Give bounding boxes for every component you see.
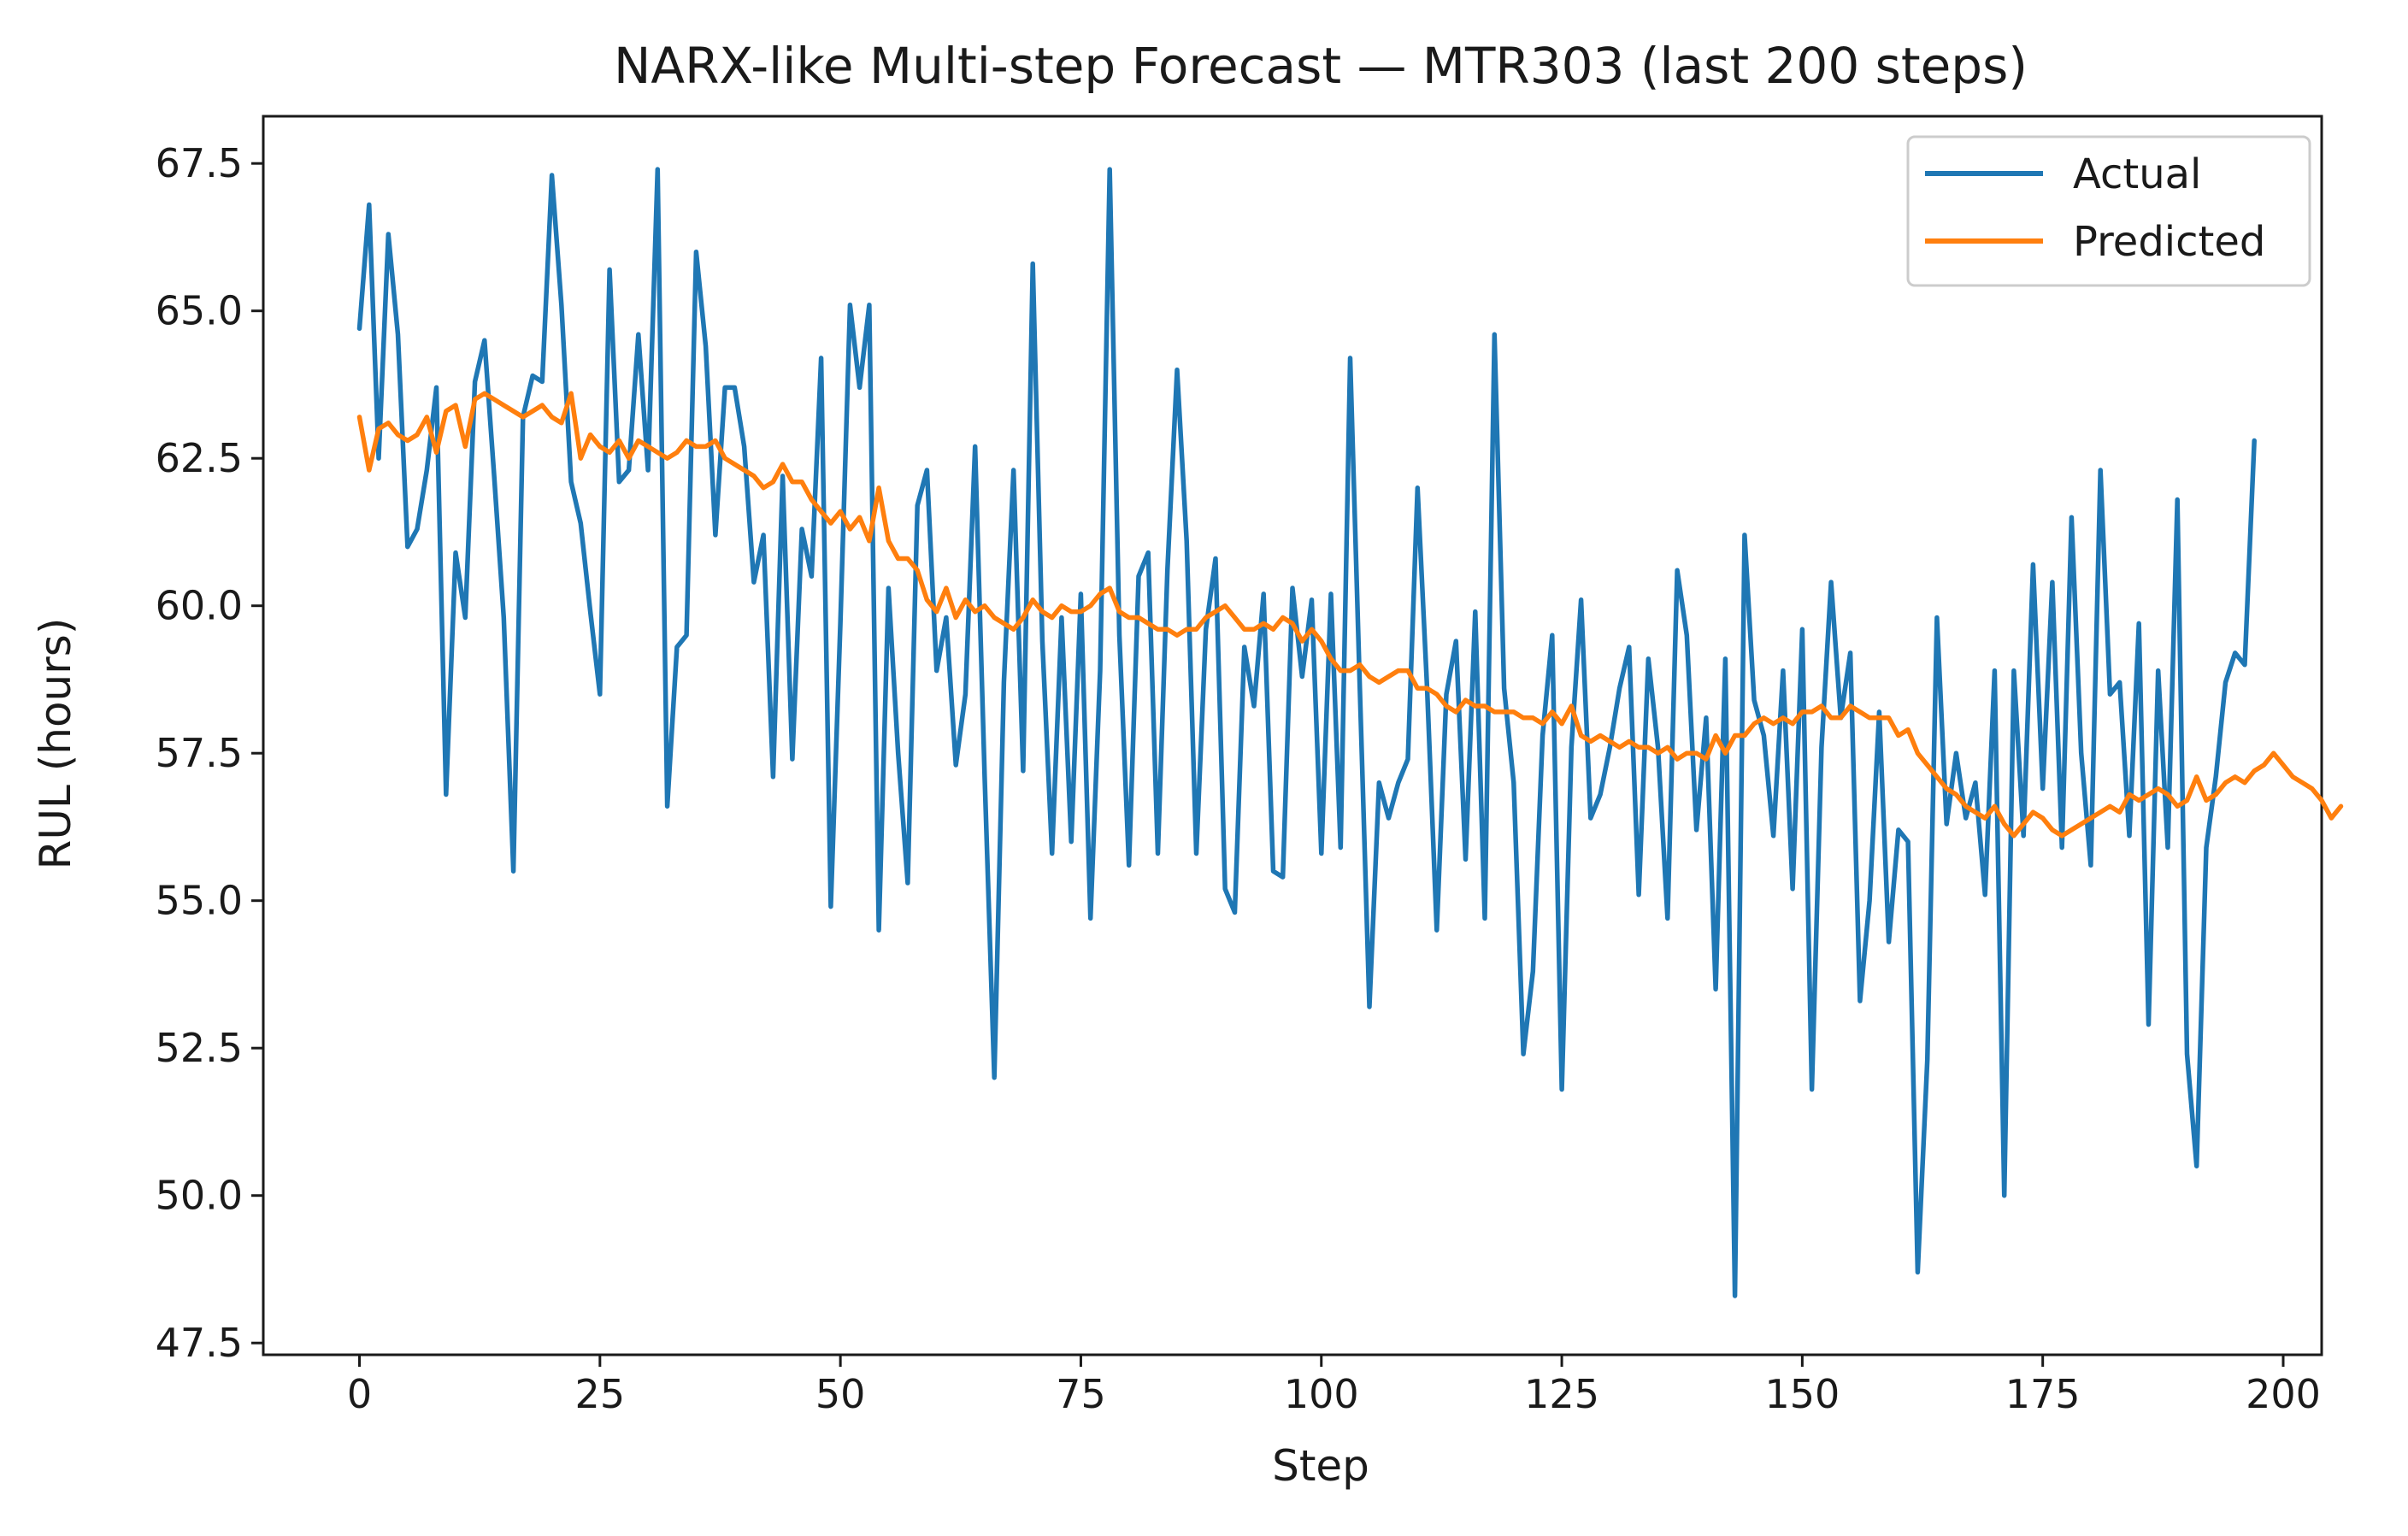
x-tick-label: 50 (815, 1371, 866, 1417)
y-axis-label: RUL (hours) (31, 618, 80, 870)
y-tick-label: 67.5 (156, 140, 243, 186)
y-tick-label: 55.0 (156, 878, 243, 924)
x-tick-label: 150 (1764, 1371, 1840, 1417)
y-tick-label: 65.0 (156, 288, 243, 334)
x-tick-label: 175 (2005, 1371, 2081, 1417)
x-axis: 0 25 50 75 100 125 150 175 200 (347, 1355, 2321, 1417)
y-tick-label: 47.5 (156, 1320, 243, 1366)
y-tick-label: 57.5 (156, 730, 243, 776)
x-tick-label: 0 (347, 1371, 372, 1417)
chart-title: NARX-like Multi-step Forecast — MTR303 (… (614, 37, 2028, 95)
x-tick-label: 75 (1056, 1371, 1106, 1417)
x-axis-label: Step (1272, 1441, 1369, 1491)
x-tick-label: 125 (1524, 1371, 1599, 1417)
x-tick-label: 100 (1284, 1371, 1359, 1417)
y-axis: 47.5 50.0 52.5 55.0 57.5 60.0 62.5 65.0 67.5 (156, 140, 263, 1366)
legend-label-predicted: Predicted (2073, 218, 2265, 266)
series-line-predicted (356, 391, 2344, 839)
series-layer (356, 167, 2344, 1298)
y-tick-label: 52.5 (156, 1025, 243, 1071)
y-tick-label: 62.5 (156, 435, 243, 481)
y-tick-label: 50.0 (156, 1173, 243, 1219)
legend: Actual Predicted (1906, 135, 2311, 287)
x-tick-label: 200 (2246, 1371, 2321, 1417)
y-tick-label: 60.0 (156, 583, 243, 629)
x-tick-label: 25 (575, 1371, 626, 1417)
legend-label-actual: Actual (2073, 150, 2201, 198)
